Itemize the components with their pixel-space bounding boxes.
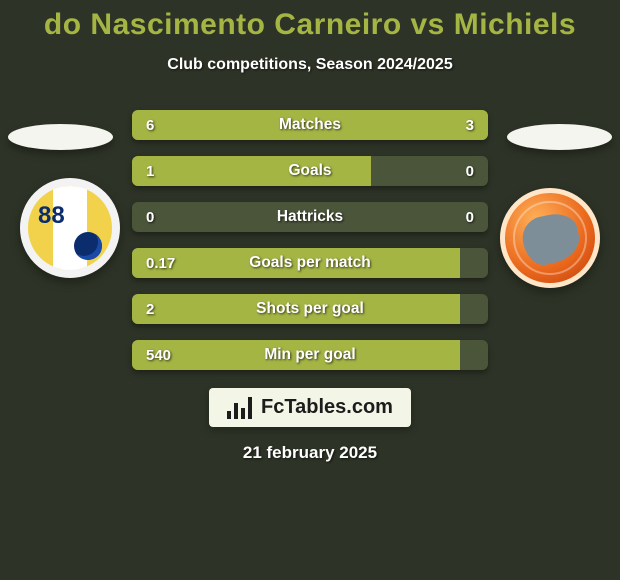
stat-label: Shots per goal xyxy=(212,300,408,318)
stat-row: 6 Matches 3 xyxy=(132,110,488,140)
stat-value-right: 0 xyxy=(408,163,488,180)
page-subtitle: Club competitions, Season 2024/2025 xyxy=(167,56,452,74)
club-crest-right xyxy=(500,188,600,288)
stat-label: Goals per match xyxy=(212,254,408,272)
stat-value-right: 3 xyxy=(408,117,488,134)
stat-row: 1 Goals 0 xyxy=(132,156,488,186)
club-crest-left: 88 xyxy=(20,178,120,278)
stat-row: 2 Shots per goal xyxy=(132,294,488,324)
stat-value-left: 6 xyxy=(132,117,212,134)
stat-label: Hattricks xyxy=(212,208,408,226)
stat-row: 540 Min per goal xyxy=(132,340,488,370)
comparison-card: do Nascimento Carneiro vs Michiels Club … xyxy=(0,0,620,580)
player-head-left xyxy=(8,124,113,150)
stat-value-left: 2 xyxy=(132,301,212,318)
brand-bars-icon xyxy=(227,397,253,419)
stat-label: Matches xyxy=(212,116,408,134)
brand-text: FcTables.com xyxy=(261,396,393,419)
stat-value-left: 1 xyxy=(132,163,212,180)
page-title: do Nascimento Carneiro vs Michiels xyxy=(44,8,576,42)
brand-badge: FcTables.com xyxy=(209,388,411,427)
stat-label: Min per goal xyxy=(212,346,408,364)
stat-row: 0 Hattricks 0 xyxy=(132,202,488,232)
stats-container: 6 Matches 3 1 Goals 0 0 Hattricks 0 0.17… xyxy=(132,110,488,370)
stat-label: Goals xyxy=(212,162,408,180)
stat-row: 0.17 Goals per match xyxy=(132,248,488,278)
stat-value-right: 0 xyxy=(408,209,488,226)
player-head-right xyxy=(507,124,612,150)
stat-value-left: 0.17 xyxy=(132,255,212,272)
stat-value-left: 0 xyxy=(132,209,212,226)
stat-value-left: 540 xyxy=(132,347,212,364)
date-text: 21 february 2025 xyxy=(243,443,377,463)
